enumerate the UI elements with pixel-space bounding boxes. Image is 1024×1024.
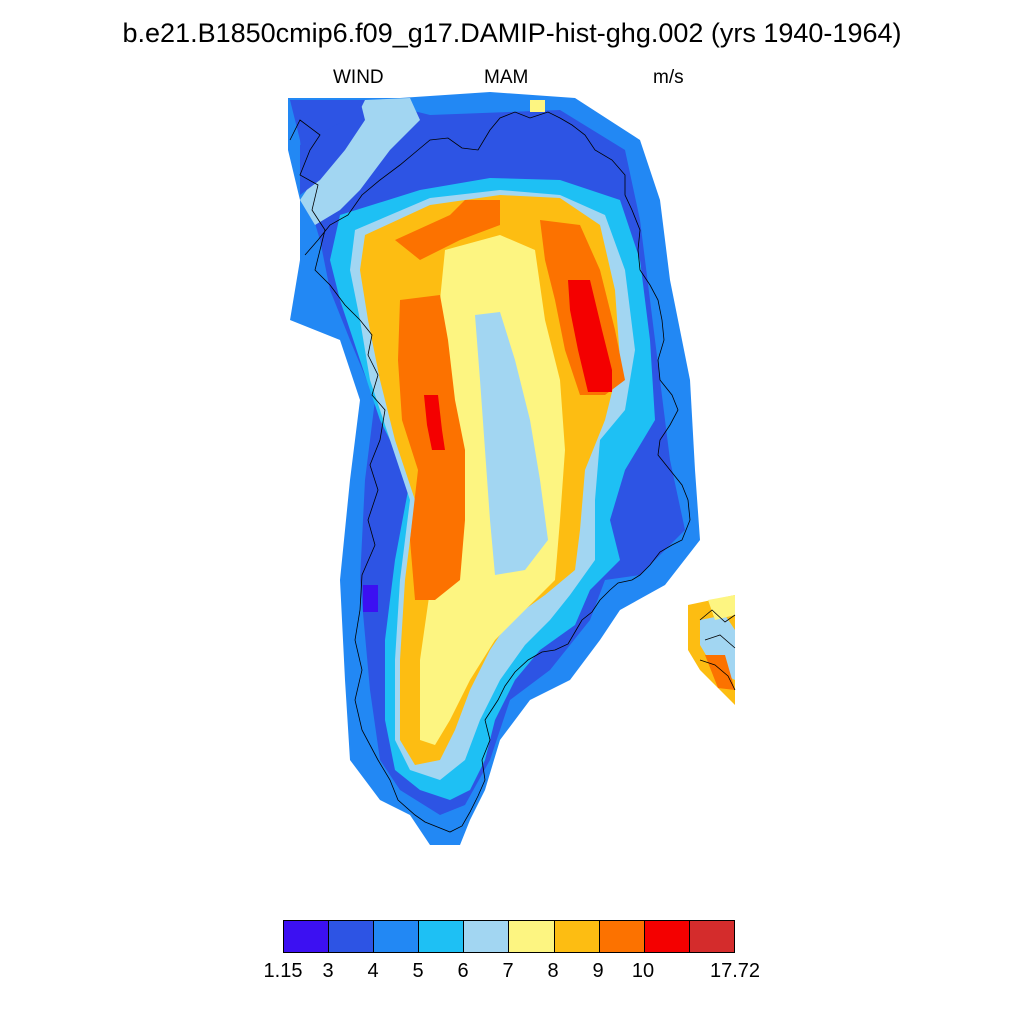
colorbar-swatch-8 [643,920,690,953]
colorbar-tick-label: 9 [592,960,604,982]
wind-band-19 [530,100,545,112]
colorbar-swatch-4 [463,920,510,953]
colorbar-tick-label: 17.72 [709,960,761,982]
page-title: b.e21.B1850cmip6.f09_g17.DAMIP-hist-ghg.… [122,18,902,48]
coastline [289,111,736,833]
variable-label: WIND [333,67,384,88]
colorbar-swatch-0 [283,920,330,953]
colorbar-tick-label: 5 [412,960,424,982]
colorbar-tick-label: 1.15 [263,960,303,982]
wind-band-13 [300,100,365,195]
colorbar-swatch-9 [688,920,735,953]
units-label: m/s [653,67,684,88]
colorbar-swatch-7 [598,920,645,953]
colorbar-swatch-2 [373,920,420,953]
colorbar-tick-label: 4 [367,960,379,982]
colorbar-swatch-1 [328,920,375,953]
colorbar-swatch-5 [508,920,555,953]
wind-band-9 [395,200,500,260]
colorbar-tick-label: 3 [322,960,334,982]
season-label: MAM [484,67,529,88]
colorbar-tick-label: 7 [502,960,514,982]
wind-band-17 [708,595,735,620]
colorbar-swatch-6 [553,920,600,953]
wind-band-18 [363,585,378,612]
colorbar-tick-label: 8 [547,960,559,982]
coastline-path-1 [699,609,736,691]
wind-band-6 [475,312,548,575]
wind-band-12 [300,98,420,225]
coastline-path-0 [289,111,691,833]
wind-band-10 [568,280,612,392]
colorbar-swatch-3 [418,920,465,953]
wind-band-11 [424,395,445,450]
colorbar [283,920,735,953]
colorbar-tick-label: 6 [457,960,469,982]
wind-speed-field [288,92,735,845]
colorbar-tick-label: 10 [631,960,655,982]
